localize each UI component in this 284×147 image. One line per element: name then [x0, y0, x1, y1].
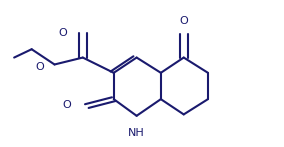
Text: O: O — [179, 16, 188, 26]
Text: O: O — [62, 100, 71, 110]
Text: NH: NH — [128, 128, 145, 138]
Text: O: O — [59, 28, 67, 38]
Text: O: O — [36, 62, 44, 72]
